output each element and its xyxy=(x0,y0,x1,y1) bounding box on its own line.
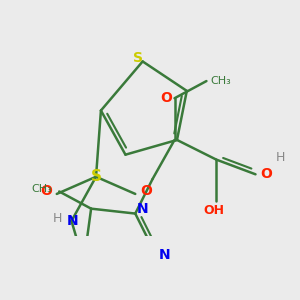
Text: CH₃: CH₃ xyxy=(32,184,52,194)
Text: O: O xyxy=(260,167,272,181)
Text: O: O xyxy=(140,184,152,199)
Text: N: N xyxy=(67,214,79,228)
Text: H: H xyxy=(53,212,62,225)
Text: OH: OH xyxy=(203,204,224,217)
Text: N: N xyxy=(159,248,170,262)
Text: O: O xyxy=(160,91,172,105)
Text: H: H xyxy=(275,151,285,164)
Text: O: O xyxy=(40,184,52,199)
Text: N: N xyxy=(137,202,148,216)
Text: S: S xyxy=(133,51,143,65)
Text: CH₃: CH₃ xyxy=(211,76,232,86)
Text: S: S xyxy=(91,169,101,184)
